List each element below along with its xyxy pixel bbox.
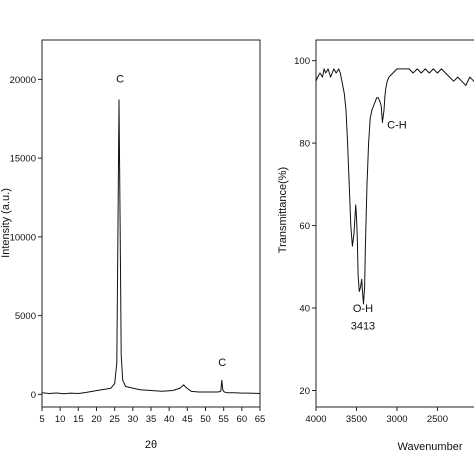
xrd-x-tick-label: 55 [218,414,229,425]
ftir-y-tick-label: 60 [299,221,310,232]
xrd-x-tick-label: 50 [200,414,211,425]
xrd-x-tick-label: 5 [39,414,44,425]
ftir-x-axis-ticks: 4000 3500 3000 2500 [305,407,448,425]
ftir-y-tick-label: 20 [299,386,310,397]
xrd-x-tick-label: 15 [73,414,84,425]
xrd-y-tick-label: 5000 [15,311,36,322]
xrd-x-tick-label: 30 [128,414,139,425]
ftir-x-tick-label: 3500 [346,414,367,425]
ftir-x-tick-label: 4000 [305,414,326,425]
xrd-x-tick-label: 65 [255,414,266,425]
xrd-x-axis-label: 2θ [145,439,157,451]
xrd-plot-frame [41,39,261,408]
ftir-x-tick-label: 3000 [386,414,407,425]
xrd-series [41,99,261,395]
xrd-y-tick-label: 0 [31,390,36,401]
ftir-y-tick-label: 100 [294,56,310,67]
xrd-y-tick-label: 20000 [10,75,36,86]
xrd-annotations: CC [116,74,226,370]
xrd-annotation: C [218,357,226,369]
ftir-y-tick-label: 40 [299,304,310,315]
xrd-y-axis-label: Intensity (a.u.) [0,188,12,258]
ftir-series-line [315,68,474,305]
ftir-annotation: O-H [353,303,373,315]
xrd-y-axis-ticks: 0 5000 10000 15000 20000 [10,75,42,401]
ftir-annotation: 3413 [351,320,375,332]
xrd-y-tick-label: 15000 [10,154,36,165]
xrd-series-line [41,99,261,395]
xrd-x-tick-label: 60 [237,414,248,425]
xrd-y-tick-label: 10000 [10,232,36,243]
xrd-x-tick-label: 25 [109,414,120,425]
ftir-y-axis-label: Transmittance(%) [277,167,289,253]
ftir-annotations: C-H O-H 3413 [351,120,407,333]
xrd-x-tick-label: 40 [164,414,175,425]
ftir-y-axis-ticks: 20 40 60 80 100 [294,56,316,397]
ftir-series [315,68,474,305]
xrd-x-tick-label: 10 [55,414,66,425]
ftir-x-tick-label: 2500 [427,414,448,425]
ftir-plot-frame [315,39,474,408]
xrd-x-tick-label: 45 [182,414,193,425]
xrd-annotation: C [116,74,124,86]
ftir-x-axis-label: Wavenumber [397,441,462,453]
xrd-x-tick-label: 20 [91,414,102,425]
xrd-x-tick-label: 35 [146,414,157,425]
ftir-annotation: C-H [387,120,407,132]
ftir-y-tick-label: 80 [299,139,310,150]
xrd-panel: 5 10 15 20 25 30 35 40 45 50 55 60 65 0 5000 10000 1500… [0,39,265,451]
xrd-x-axis-ticks: 5 10 15 20 25 30 35 40 45 50 55 60 65 [39,407,265,425]
